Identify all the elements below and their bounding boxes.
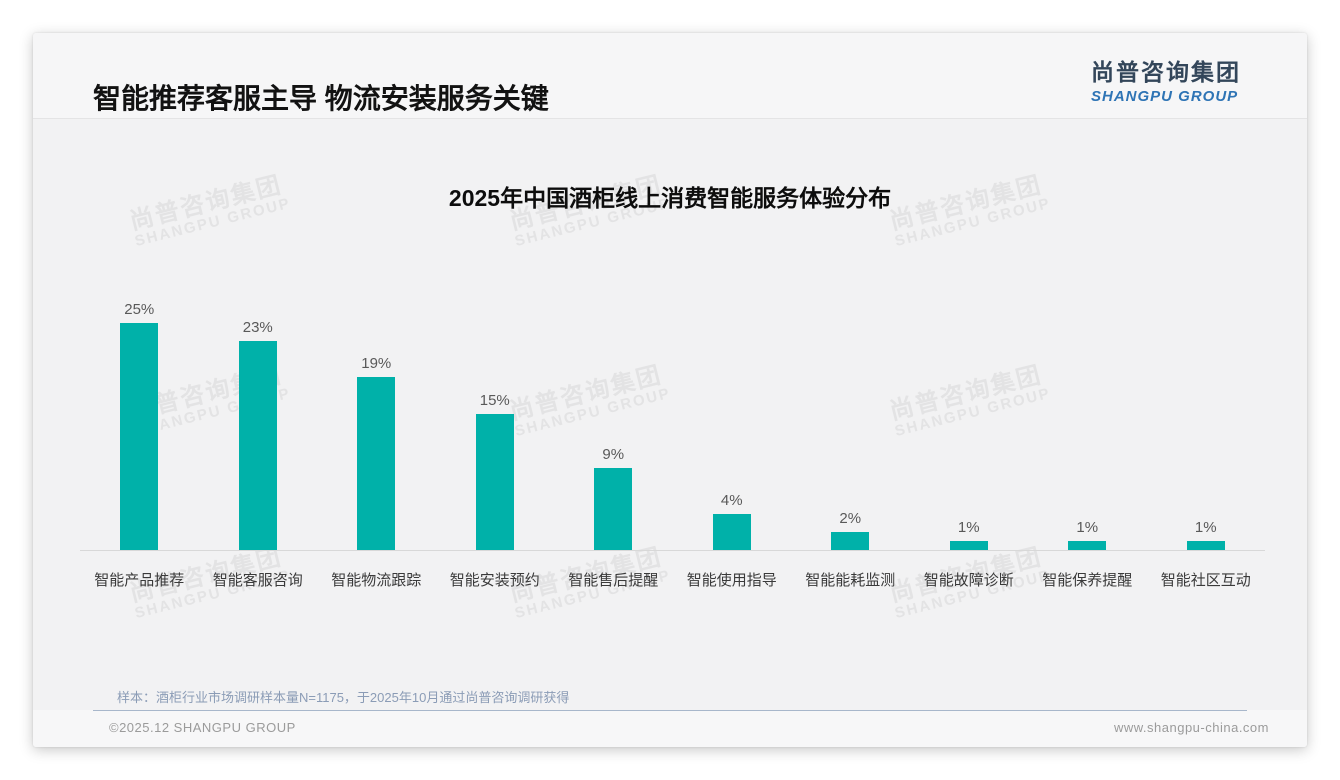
category-label: 智能保养提醒 xyxy=(1042,572,1133,589)
bar-column: 25% xyxy=(80,301,199,550)
header: 智能推荐客服主导 物流安装服务关键 尚普咨询集团 SHANGPU GROUP xyxy=(33,33,1307,119)
bar-column: 4% xyxy=(673,492,792,550)
sample-note: 样本：酒柜行业市场调研样本量N=1175，于2025年10月通过尚普咨询调研获得 xyxy=(117,690,570,705)
bar xyxy=(1186,541,1225,550)
category-label: 智能客服咨询 xyxy=(212,572,303,589)
bar-column: 1% xyxy=(910,519,1029,550)
bar-column: 1% xyxy=(1147,519,1266,550)
bar xyxy=(594,468,633,550)
bar xyxy=(1068,541,1107,550)
bar-value-label: 23% xyxy=(242,319,273,336)
bar xyxy=(357,377,396,550)
website-text: www.shangpu-china.com xyxy=(1113,720,1269,735)
category-label: 智能社区互动 xyxy=(1160,572,1251,589)
bar-column: 1% xyxy=(1028,519,1147,550)
bar-value-label: 1% xyxy=(957,519,980,536)
bar xyxy=(831,532,870,550)
bar xyxy=(120,323,159,550)
category-label: 智能产品推荐 xyxy=(94,572,185,589)
category-label: 智能安装预约 xyxy=(449,572,540,589)
footer-divider xyxy=(93,710,1247,711)
category-label: 智能售后提醒 xyxy=(568,572,659,589)
bar-column: 2% xyxy=(791,510,910,550)
bar xyxy=(475,414,514,550)
category-label: 智能使用指导 xyxy=(686,572,777,589)
category-label: 智能能耗监测 xyxy=(805,572,896,589)
slide-card: 尚普咨询集团 SHANGPU GROUP 尚普咨询集团 SHANGPU GROUP 尚普… xyxy=(33,33,1307,747)
chart-title: 2025年中国酒柜线上消费智能服务体验分布 xyxy=(448,185,892,211)
bar-value-label: 19% xyxy=(361,355,392,372)
category-label: 智能物流跟踪 xyxy=(331,572,422,589)
bar-column: 19% xyxy=(317,355,436,550)
logo-text-en: SHANGPU GROUP xyxy=(1091,88,1239,105)
bar-column: 15% xyxy=(436,392,555,550)
bar-column: 9% xyxy=(554,446,673,550)
company-logo: 尚普咨询集团 SHANGPU GROUP xyxy=(1091,53,1241,105)
bar xyxy=(712,514,751,550)
footer-strip xyxy=(33,710,1307,747)
bar xyxy=(238,341,277,550)
bar-value-label: 15% xyxy=(479,392,510,409)
category-row: 智能产品推荐 智能客服咨询 智能物流跟踪 智能安装预约 智能售后提醒 智能使用指导 智能能耗… xyxy=(80,569,1265,590)
bar-columns: 25% 23% 19% 15% 9% 4% 2% 1% 1% 1% xyxy=(80,233,1265,550)
bar-value-label: 4% xyxy=(720,492,743,509)
category-label: 智能故障诊断 xyxy=(923,572,1014,589)
bar xyxy=(949,541,988,550)
bar-column: 23% xyxy=(199,319,318,550)
bar-value-label: 9% xyxy=(602,446,625,463)
bar-value-label: 2% xyxy=(839,510,862,527)
bar-chart: 25% 23% 19% 15% 9% 4% 2% 1% 1% 1% xyxy=(80,233,1265,551)
logo-text-zh: 尚普咨询集团 xyxy=(1091,59,1241,85)
bar-value-label: 25% xyxy=(124,301,155,318)
bar-value-label: 1% xyxy=(1076,519,1099,536)
footer: ©2025.12 SHANGPU GROUP www.shangpu-china… xyxy=(109,720,1269,735)
bar-value-label: 1% xyxy=(1194,519,1217,536)
copyright-text: ©2025.12 SHANGPU GROUP xyxy=(109,720,296,735)
page-title: 智能推荐客服主导 物流安装服务关键 xyxy=(93,83,549,114)
